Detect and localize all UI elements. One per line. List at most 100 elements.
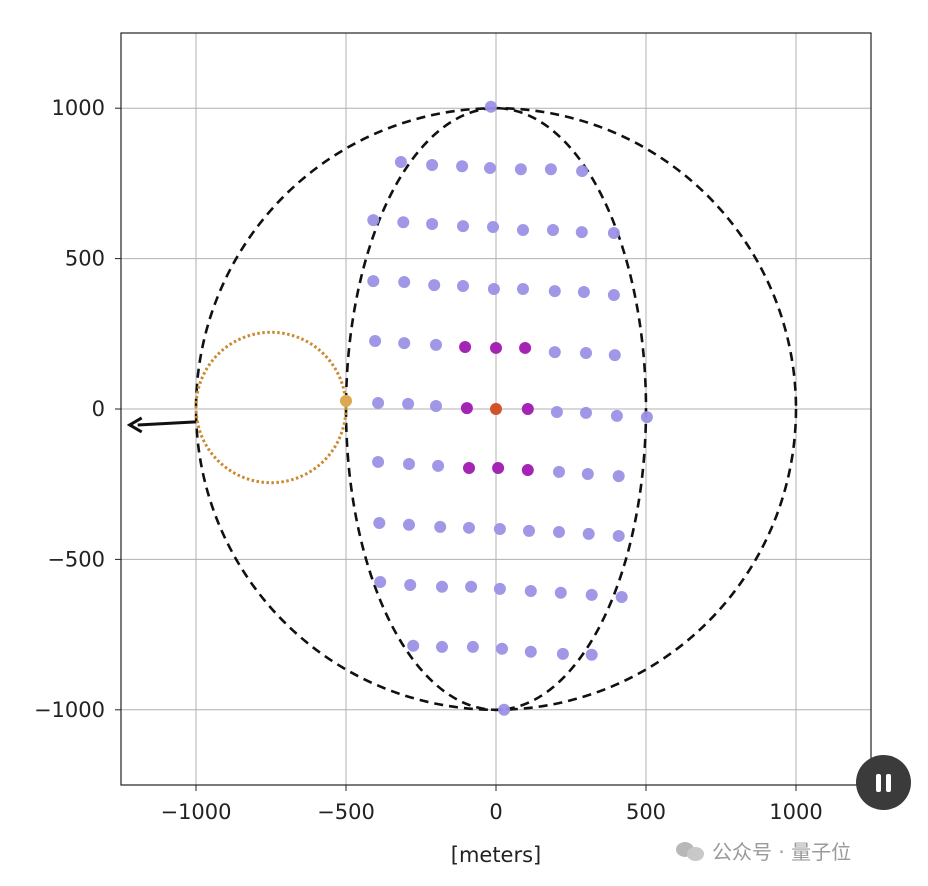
light-point — [487, 282, 500, 295]
light-point — [556, 647, 569, 660]
light-point — [374, 575, 387, 588]
light-point — [612, 529, 625, 542]
light-point — [372, 455, 385, 468]
light-point — [576, 165, 589, 178]
center-point — [490, 403, 502, 415]
y-tick-label: 500 — [65, 247, 105, 271]
light-point — [397, 216, 410, 229]
light-point — [484, 100, 497, 113]
light-point — [463, 521, 475, 534]
light-point — [498, 703, 511, 716]
light-point — [550, 406, 563, 419]
light-point — [553, 465, 565, 478]
magenta-point — [459, 341, 472, 354]
light-point — [517, 282, 529, 295]
magenta-point — [460, 402, 473, 415]
light-point — [493, 582, 506, 595]
ticks: −1000 −500 0 500 1000 −1000 −500 0 500 1000 — [34, 96, 823, 824]
light-point — [607, 227, 620, 240]
wechat-icon — [676, 840, 706, 862]
light-point — [436, 580, 448, 593]
light-point — [615, 591, 628, 603]
light-point — [430, 338, 442, 351]
gold-point — [340, 394, 352, 407]
light-point — [457, 279, 469, 292]
light-point — [403, 518, 415, 531]
light-point — [457, 220, 469, 233]
light-point — [610, 409, 623, 422]
light-point — [612, 470, 625, 483]
light-point — [607, 288, 620, 301]
light-point — [426, 159, 439, 172]
light-point — [404, 578, 417, 591]
light-point — [426, 218, 439, 231]
light-point — [575, 226, 588, 239]
arrow-shaft — [137, 420, 197, 427]
light-point — [403, 458, 415, 471]
light-point — [373, 517, 386, 530]
x-tick-label: 500 — [626, 800, 666, 824]
watermark: 公众号 · 量子位 — [676, 836, 851, 865]
light-point — [484, 162, 496, 175]
y-tick-label: 1000 — [52, 96, 105, 120]
x-tick-label: 0 — [489, 800, 502, 824]
y-tick-label: 0 — [92, 397, 105, 421]
light-point — [432, 459, 445, 472]
light-point — [428, 279, 441, 292]
pause-icon — [876, 773, 881, 792]
y-tick-label: −500 — [47, 547, 105, 571]
light-point — [524, 645, 537, 658]
light-point — [394, 156, 407, 169]
light-point — [585, 588, 598, 601]
magenta-point — [492, 461, 505, 474]
light-point — [544, 163, 557, 176]
light-point — [493, 523, 506, 536]
light-point — [547, 224, 559, 237]
light-point — [582, 527, 595, 540]
light-point — [372, 396, 385, 409]
points — [340, 100, 653, 716]
pause-button[interactable] — [856, 755, 911, 810]
light-point — [580, 406, 592, 419]
light-point — [367, 214, 380, 227]
light-point — [465, 580, 478, 593]
light-point — [434, 520, 447, 533]
light-point — [369, 335, 382, 348]
watermark-text: 公众号 · 量子位 — [712, 840, 852, 864]
light-point — [407, 639, 420, 652]
light-point — [548, 346, 561, 359]
light-point — [514, 163, 527, 176]
light-point — [608, 349, 621, 362]
y-tick-label: −1000 — [34, 698, 105, 722]
light-point — [577, 285, 590, 298]
light-point — [466, 640, 479, 653]
magenta-point — [521, 403, 534, 415]
light-point — [554, 586, 567, 599]
light-point — [367, 275, 380, 288]
x-axis-label: [meters] — [451, 843, 542, 867]
light-point — [496, 642, 508, 655]
magenta-point — [463, 461, 475, 474]
light-point — [581, 467, 594, 480]
light-point — [517, 224, 529, 237]
x-tick-label: 1000 — [769, 800, 822, 824]
orange-dotted-circle — [194, 330, 348, 485]
x-tick-label: −500 — [317, 800, 375, 824]
light-point — [580, 347, 592, 360]
light-point — [402, 397, 415, 410]
light-point — [430, 399, 442, 412]
light-point — [524, 584, 537, 597]
magenta-point — [519, 341, 532, 354]
light-point — [456, 160, 469, 173]
light-point — [398, 276, 411, 289]
magenta-point — [490, 341, 502, 354]
light-point — [585, 648, 598, 661]
light-point — [640, 411, 653, 424]
light-point — [487, 221, 499, 234]
pause-icon-bar — [886, 773, 891, 792]
x-tick-label: −1000 — [160, 800, 231, 824]
arrow-head-icon — [126, 416, 143, 434]
light-point — [523, 524, 535, 537]
